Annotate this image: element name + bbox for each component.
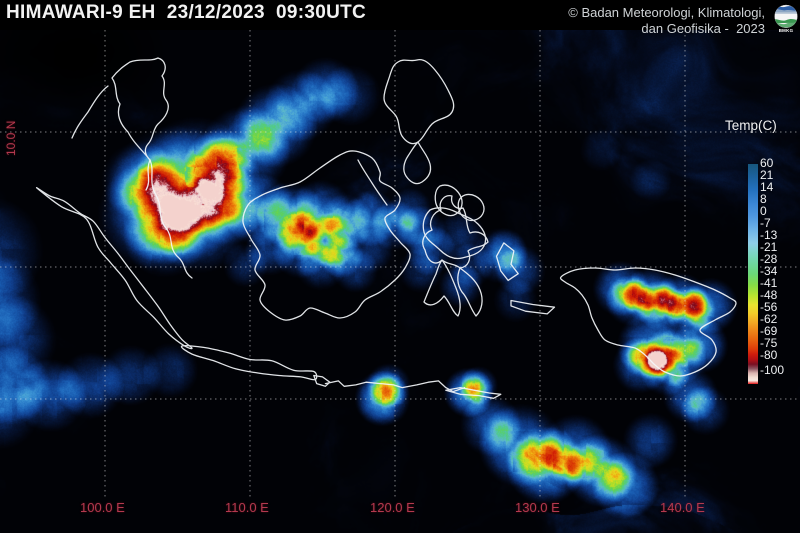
svg-text:BMKG: BMKG: [779, 28, 794, 33]
